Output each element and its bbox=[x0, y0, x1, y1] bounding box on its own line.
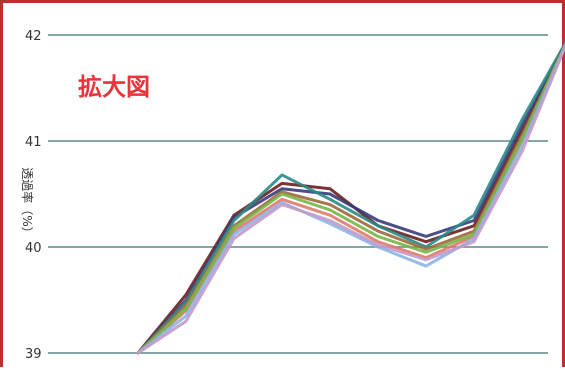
series-line-6 bbox=[136, 42, 565, 355]
series-line-3 bbox=[136, 40, 565, 355]
line-chart: 42 41 40 39 拡大図 透過率（%） bbox=[20, 29, 565, 362]
y-tick-label: 42 bbox=[25, 29, 42, 44]
series-group bbox=[136, 40, 565, 355]
y-tick-label: 40 bbox=[25, 241, 42, 256]
annotation-badge: 拡大図 bbox=[78, 73, 150, 101]
y-tick-labels: 42 41 40 39 bbox=[25, 29, 42, 362]
y-axis-label: 透過率（%） bbox=[20, 167, 35, 238]
grid-lines bbox=[48, 34, 548, 354]
y-tick-label: 39 bbox=[25, 347, 42, 362]
series-line-8 bbox=[136, 43, 565, 355]
y-tick-label: 41 bbox=[25, 135, 42, 150]
